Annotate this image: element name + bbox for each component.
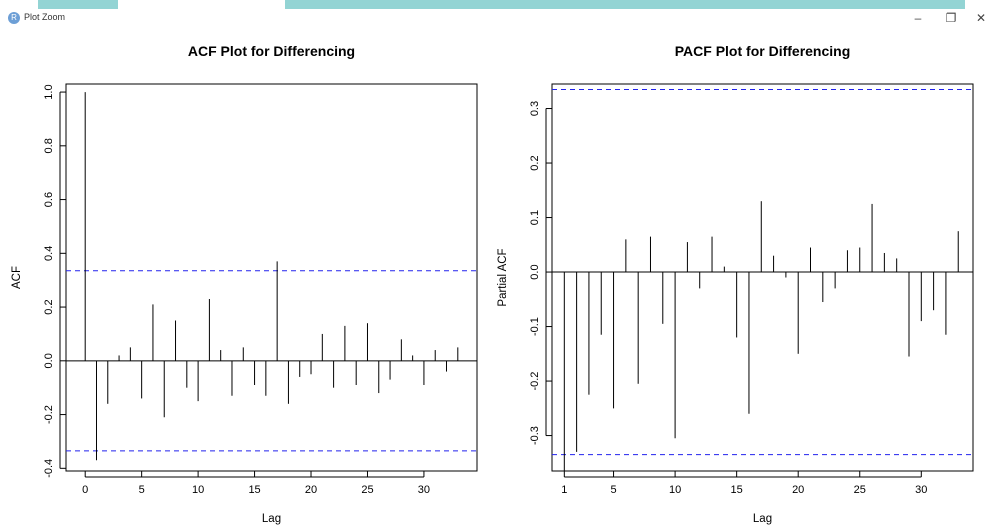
acf-plot-frame (65, 83, 478, 472)
acf-chart-title: ACF Plot for Differencing (188, 43, 355, 59)
pacf-plot-frame (551, 83, 974, 472)
acf-y-tick-label: -0.2 (43, 405, 55, 424)
window-title: Plot Zoom (24, 12, 66, 22)
pacf-y-tick-label: 0.0 (529, 264, 541, 279)
pacf-y-tick-label: 0.3 (529, 101, 541, 116)
pacf-x-tick-label: 20 (792, 484, 804, 496)
acf-y-tick-label: 0.4 (43, 246, 55, 261)
minimize-button[interactable]: – (914, 11, 922, 25)
pacf-y-tick-label: -0.1 (529, 317, 541, 336)
acf-x-tick-label: 30 (418, 484, 430, 496)
pacf-y-tick-label: -0.2 (529, 372, 541, 391)
acf-x-axis-label: Lag (262, 513, 281, 525)
titlebar-decoration (285, 0, 965, 9)
pacf-y-tick-label: 0.2 (529, 155, 541, 170)
pacf-x-tick-label: 10 (669, 484, 681, 496)
pacf-y-tick-label: 0.1 (529, 210, 541, 225)
acf-x-tick-label: 0 (82, 484, 88, 496)
restore-button[interactable]: ❐ (945, 11, 957, 25)
pacf-x-tick-label: 5 (610, 484, 616, 496)
acf-y-axis-label: ACF (11, 266, 23, 289)
pacf-x-axis-label: Lag (753, 513, 772, 525)
pacf-x-tick-label: 30 (915, 484, 927, 496)
pacf-y-tick-label: -0.3 (529, 426, 541, 445)
r-app-icon: R (8, 12, 20, 24)
window-titlebar: R Plot Zoom – ❐ ✕ (0, 0, 993, 30)
acf-y-tick-label: 1.0 (43, 84, 55, 99)
acf-x-tick-label: 10 (192, 484, 204, 496)
acf-y-tick-label: 0.8 (43, 138, 55, 153)
acf-y-tick-label: 0.2 (43, 299, 55, 314)
titlebar-decoration (38, 0, 118, 9)
acf-y-tick-label: -0.4 (43, 459, 55, 478)
acf-chart: ACF Plot for Differencing Lag ACF 0 5 10 15 20 2… (11, 43, 478, 525)
acf-x-tick-label: 20 (305, 484, 317, 496)
acf-y-tick-label: 0.6 (43, 192, 55, 207)
pacf-chart: PACF Plot for Differencing Lag Partial ACF… (497, 43, 974, 525)
acf-x-tick-label: 15 (248, 484, 260, 496)
acf-x-tick-label: 5 (139, 484, 145, 496)
acf-x-tick-label: 25 (361, 484, 373, 496)
pacf-chart-title: PACF Plot for Differencing (675, 43, 851, 59)
pacf-x-tick-label: 15 (731, 484, 743, 496)
pacf-x-tick-label: 1 (561, 484, 567, 496)
pacf-y-axis-label: Partial ACF (497, 248, 509, 306)
pacf-x-tick-label: 25 (854, 484, 866, 496)
close-button[interactable]: ✕ (975, 11, 987, 25)
acf-y-tick-label: 0.0 (43, 353, 55, 368)
